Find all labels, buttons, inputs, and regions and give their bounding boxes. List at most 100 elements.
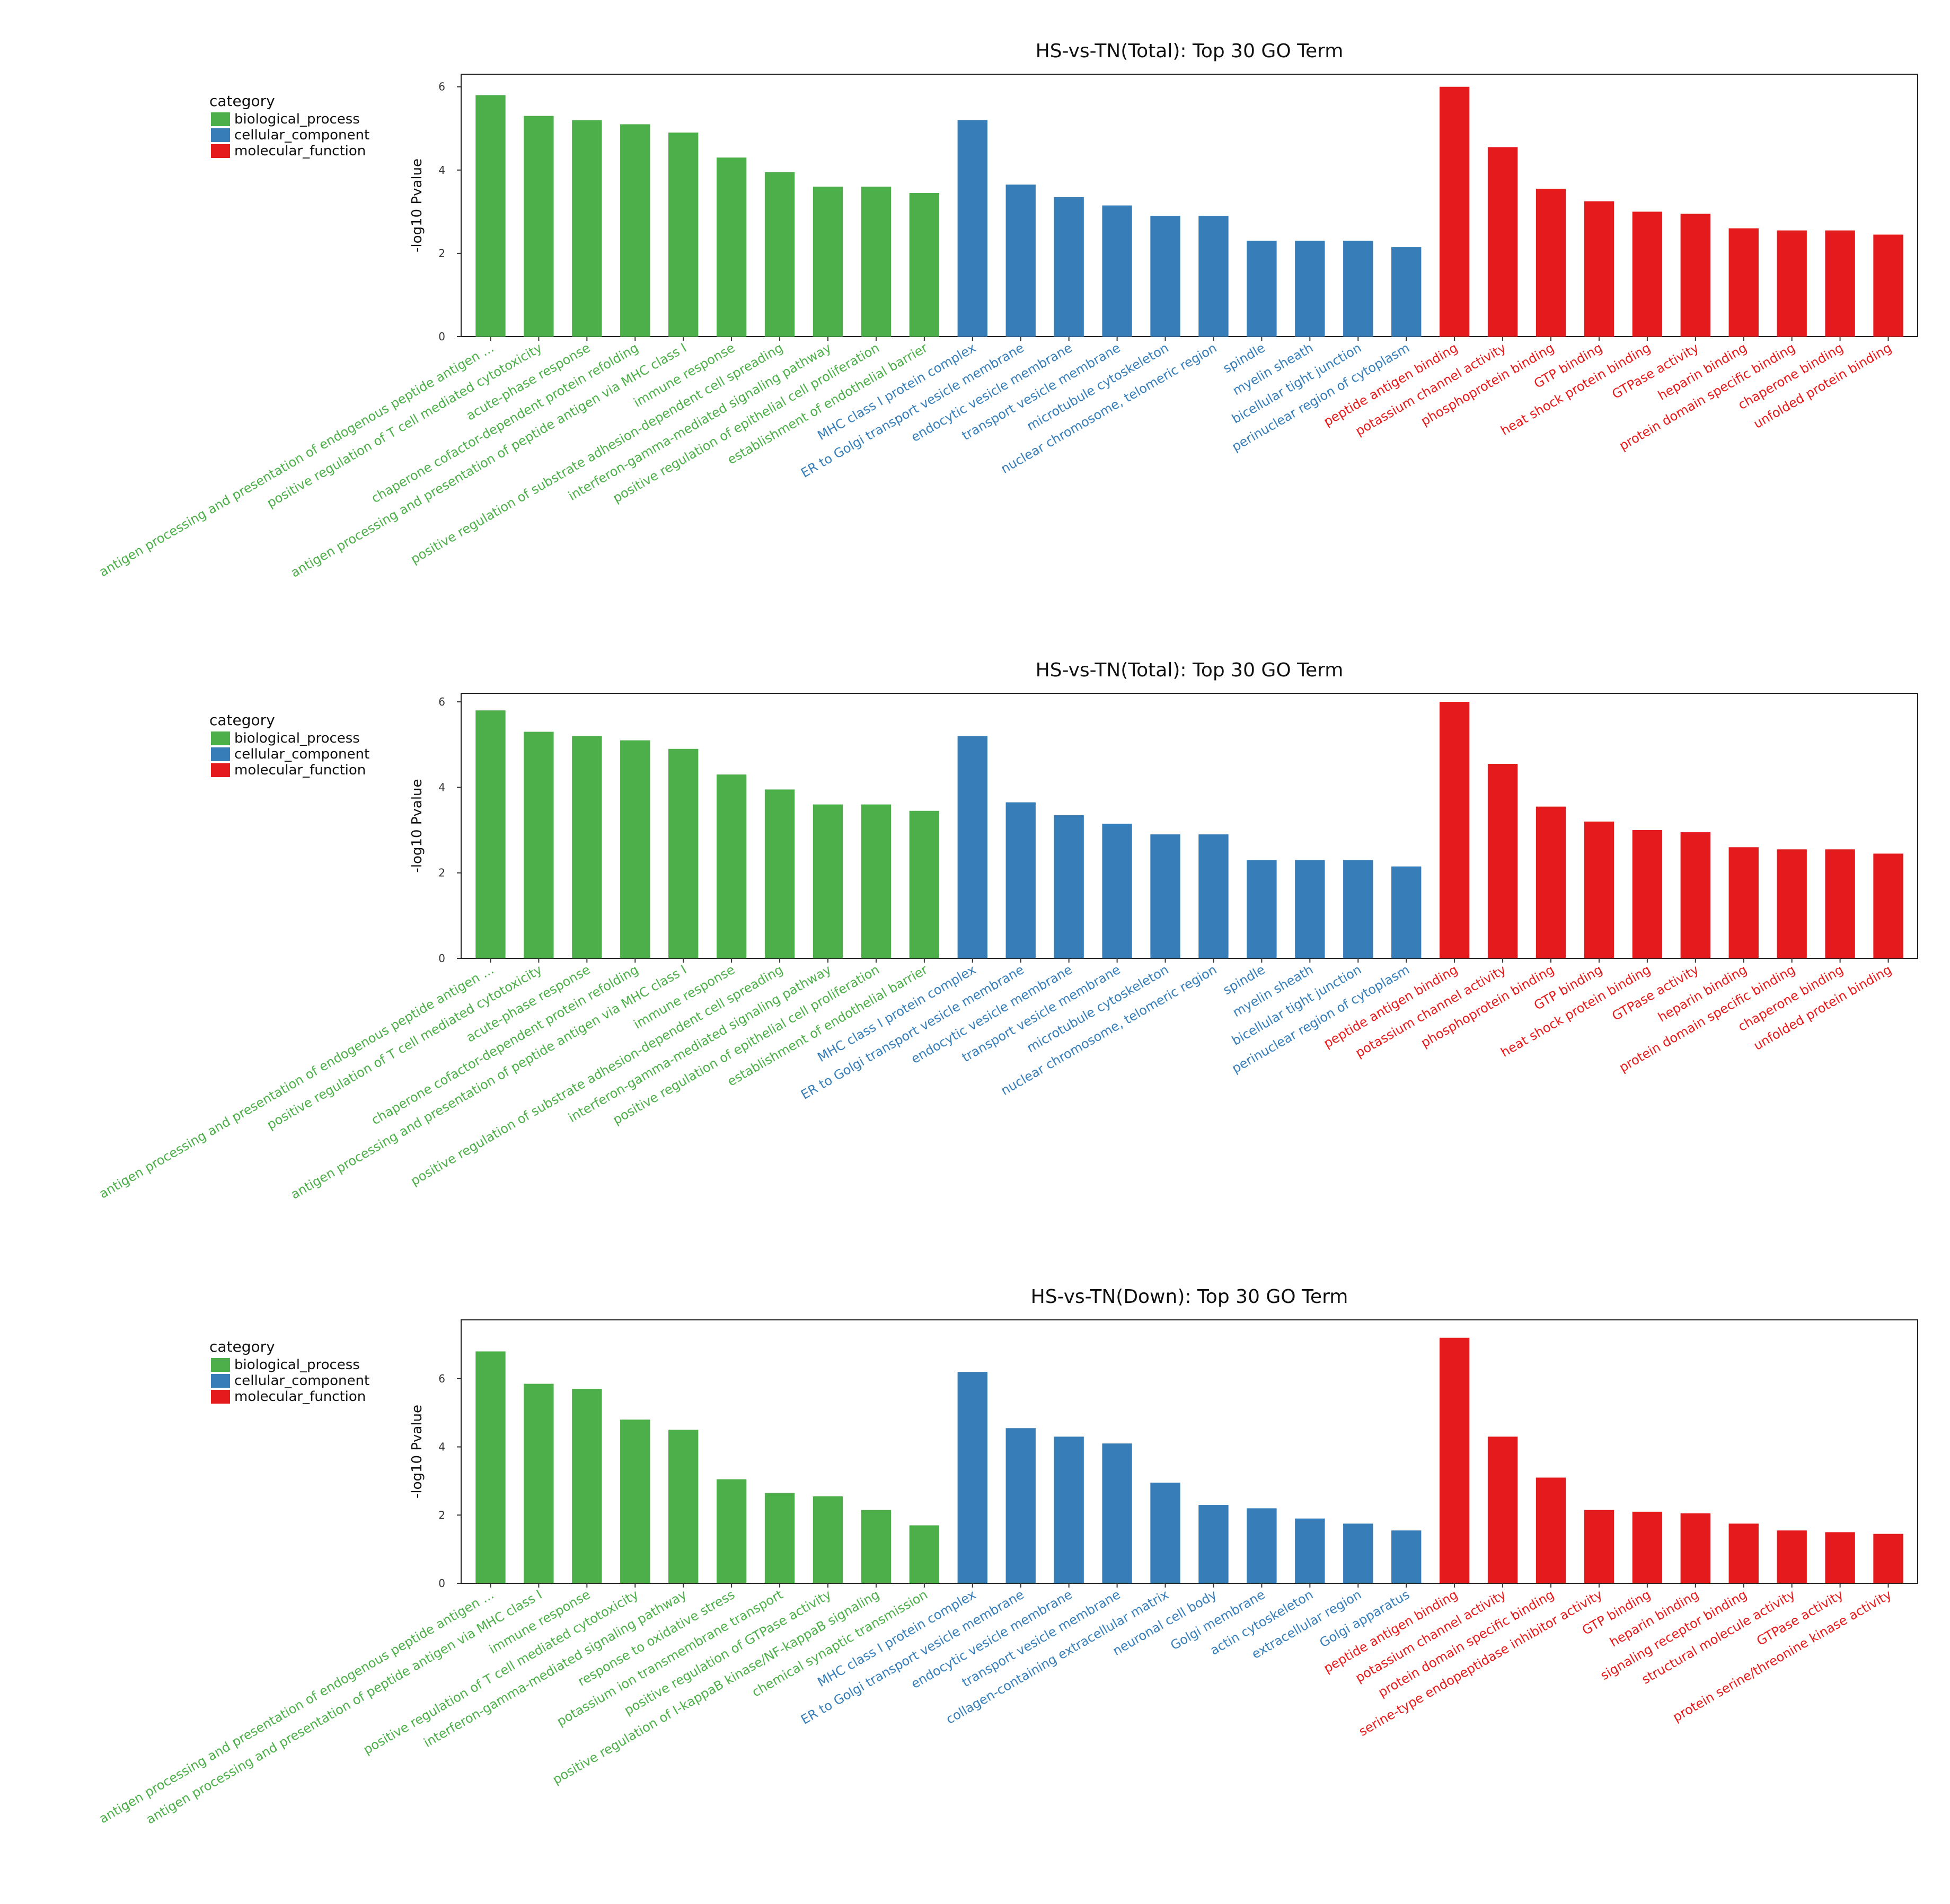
bar xyxy=(1680,832,1710,958)
y-tick-label: 0 xyxy=(438,952,445,965)
legend-swatch-molecular_function xyxy=(211,763,230,777)
bar xyxy=(764,172,795,337)
bar xyxy=(1825,1532,1855,1583)
legend-label-cellular_component: cellular_component xyxy=(234,1373,369,1389)
legend-label-molecular_function: molecular_function xyxy=(234,143,366,159)
y-tick-label: 6 xyxy=(438,81,445,93)
chart-title: HS-vs-TN(Total): Top 30 GO Term xyxy=(1036,40,1344,62)
bar xyxy=(1005,802,1036,958)
bar xyxy=(1632,1511,1663,1583)
bar xyxy=(1054,197,1084,337)
bar xyxy=(716,774,747,958)
bar xyxy=(1584,821,1614,958)
y-axis-label: -log10 Pvalue xyxy=(409,779,425,872)
bar xyxy=(668,133,699,337)
legend-label-biological_process: biological_process xyxy=(234,111,360,127)
bar xyxy=(1632,830,1663,958)
bar xyxy=(813,804,843,958)
bar xyxy=(572,1389,602,1583)
legend-swatch-cellular_component xyxy=(211,747,230,761)
bar xyxy=(620,740,650,958)
bar xyxy=(957,736,987,958)
y-tick-label: 6 xyxy=(438,695,445,708)
bar xyxy=(1487,764,1518,958)
bar xyxy=(1728,847,1759,958)
legend-swatch-biological_process xyxy=(211,731,230,745)
bar xyxy=(1584,201,1614,337)
bar xyxy=(1777,849,1807,958)
bar xyxy=(957,1372,987,1583)
bar xyxy=(524,116,554,337)
bar xyxy=(716,1479,747,1583)
bar xyxy=(475,1351,506,1583)
bar xyxy=(764,789,795,958)
x-tick-label: GTPase activity xyxy=(1610,340,1701,402)
bar xyxy=(1873,853,1903,958)
bar xyxy=(475,710,506,958)
legend-swatch-molecular_function xyxy=(211,144,230,158)
bar xyxy=(1005,1428,1036,1583)
y-tick-label: 2 xyxy=(438,867,445,879)
legend-swatch-molecular_function xyxy=(211,1390,230,1404)
bar xyxy=(861,1510,892,1583)
bar xyxy=(764,1493,795,1583)
legend-swatch-cellular_component xyxy=(211,128,230,142)
legend-label-molecular_function: molecular_function xyxy=(234,1389,366,1405)
bar xyxy=(668,748,699,958)
y-axis-label: -log10 Pvalue xyxy=(409,1405,425,1498)
legend: categorybiological_processcellular_compo… xyxy=(209,92,369,159)
y-tick-label: 4 xyxy=(438,781,445,794)
bar xyxy=(861,187,892,337)
legend-swatch-cellular_component xyxy=(211,1374,230,1388)
bar xyxy=(957,120,987,337)
bar xyxy=(668,1430,699,1583)
legend-swatch-biological_process xyxy=(211,112,230,126)
bar xyxy=(620,124,650,337)
bar xyxy=(572,120,602,337)
x-tick-label: GTPase activity xyxy=(1610,962,1701,1024)
bar xyxy=(813,187,843,337)
bar xyxy=(524,1383,554,1583)
legend: categorybiological_processcellular_compo… xyxy=(209,711,369,778)
legend-title: category xyxy=(209,1338,275,1355)
bar xyxy=(909,810,940,958)
bar xyxy=(1247,241,1277,337)
bar xyxy=(1439,86,1470,337)
bar xyxy=(524,731,554,958)
bar xyxy=(1632,211,1663,337)
bar xyxy=(1247,860,1277,958)
legend-label-molecular_function: molecular_function xyxy=(234,762,366,778)
bar xyxy=(1391,866,1422,958)
y-tick-label: 4 xyxy=(438,1441,445,1453)
bar xyxy=(1825,230,1855,337)
bar xyxy=(1439,702,1470,958)
bar xyxy=(1439,1337,1470,1583)
y-tick-label: 4 xyxy=(438,164,445,177)
bar xyxy=(1680,214,1710,337)
chart-title: HS-vs-TN(Down): Top 30 GO Term xyxy=(1031,1286,1348,1308)
legend-label-cellular_component: cellular_component xyxy=(234,127,369,143)
bar xyxy=(1728,228,1759,337)
bar xyxy=(1536,189,1566,337)
bar xyxy=(1487,1436,1518,1583)
bar xyxy=(1295,860,1325,958)
legend-label-biological_process: biological_process xyxy=(234,730,360,746)
legend-swatch-biological_process xyxy=(211,1358,230,1372)
bar xyxy=(1054,815,1084,958)
plot-area xyxy=(461,74,1918,337)
plot-area xyxy=(461,693,1918,959)
bar xyxy=(1150,834,1180,958)
legend-title: category xyxy=(209,92,275,110)
bar xyxy=(1054,1436,1084,1583)
bar xyxy=(572,736,602,958)
y-axis-label: -log10 Pvalue xyxy=(409,158,425,252)
bar xyxy=(475,95,506,337)
bar xyxy=(1584,1510,1614,1583)
bar xyxy=(1873,1533,1903,1583)
legend-label-cellular_component: cellular_component xyxy=(234,746,369,762)
plot-area xyxy=(461,1319,1918,1584)
bar xyxy=(1343,1523,1373,1583)
bar xyxy=(813,1496,843,1583)
legend-title: category xyxy=(209,711,275,729)
